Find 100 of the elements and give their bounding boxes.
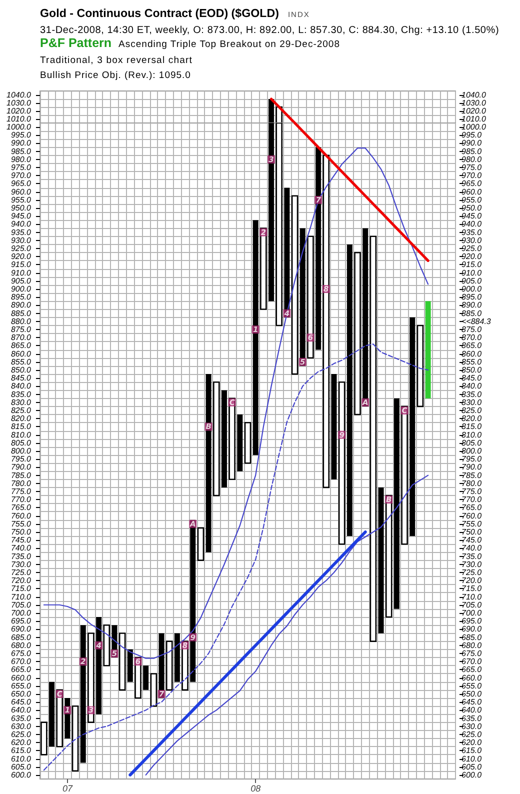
y-tick-label: 680.0	[10, 640, 32, 650]
y2-tick-label: 760.0	[462, 511, 482, 520]
y2-tick-label: 805.0	[462, 438, 482, 448]
y2-tick-label: 720.0	[462, 576, 482, 585]
y-tick-label: 915.0	[10, 260, 32, 270]
y-tick-label: 765.0	[10, 503, 32, 512]
y-tick-label: 645.0	[10, 697, 32, 706]
y-tick-label: 850.0	[10, 365, 32, 374]
y-tick-label: 995.0	[10, 130, 32, 140]
y-tick-label: 860.0	[10, 349, 32, 358]
y-tick-label: 730.0	[10, 560, 32, 569]
y-tick-label: 630.0	[10, 722, 32, 731]
y2-tick-label: 990.0	[462, 138, 482, 148]
x-tick-label: 07	[62, 783, 74, 794]
y2-tick-label: 970.0	[462, 171, 482, 180]
y2-tick-label: 850.0	[462, 365, 482, 374]
y2-tick-label: 890.0	[462, 300, 482, 310]
y2-tick-label: 855.0	[462, 357, 482, 366]
y-tick-label: 800.0	[10, 446, 32, 456]
y-tick-label: 1030.0	[6, 98, 32, 107]
y2-tick-label: 810.0	[462, 430, 482, 440]
y2-tick-label: 700.0	[462, 608, 482, 618]
y2-tick-label: 640.0	[462, 706, 482, 715]
y2-tick-label: 795.0	[462, 454, 482, 464]
y2-tick-label: 715.0	[462, 584, 482, 594]
y-tick-label: 960.0	[10, 187, 32, 196]
y-tick-label: 795.0	[10, 454, 32, 464]
y-tick-label: 1000.0	[6, 122, 32, 132]
y2-tick-label: 995.0	[462, 130, 482, 140]
y2-tick-label: 955.0	[462, 195, 482, 204]
y2-tick-label: 865.0	[462, 341, 482, 350]
y-tick-label: 785.0	[10, 470, 32, 480]
y-tick-label: 825.0	[10, 406, 32, 415]
y-tick-label: 1040.0	[6, 90, 32, 99]
y2-tick-label: 1040.0	[462, 90, 487, 99]
y2-tick-label: 985.0	[462, 146, 482, 156]
y-tick-label: 770.0	[10, 494, 32, 504]
y-tick-label: 910.0	[10, 268, 32, 278]
y2-tick-label: 930.0	[462, 236, 482, 245]
y2-tick-label: 830.0	[462, 398, 482, 407]
y2-tick-label: 735.0	[462, 552, 482, 561]
y-tick-label: 965.0	[10, 179, 32, 188]
y2-tick-label: 825.0	[462, 406, 482, 415]
y-tick-label: 1020.0	[6, 106, 32, 115]
y-tick-label: 935.0	[10, 228, 32, 237]
y-tick-label: 835.0	[10, 390, 32, 399]
y-tick-label: 705.0	[10, 600, 32, 610]
y2-tick-label: 895.0	[462, 292, 482, 302]
y2-tick-label: 800.0	[462, 446, 482, 456]
y2-tick-label: 730.0	[462, 560, 482, 569]
y-tick-label: 745.0	[10, 535, 32, 544]
y-tick-label: 780.0	[10, 478, 32, 488]
y-tick-label: 840.0	[10, 382, 32, 391]
y-tick-label: 755.0	[10, 519, 32, 528]
y2-tick-label: 940.0	[462, 220, 482, 229]
y2-tick-label: 975.0	[462, 162, 482, 172]
y-tick-label: 870.0	[10, 332, 32, 342]
y2-tick-label: 1030.0	[462, 98, 487, 107]
y-tick-label: 925.0	[10, 244, 32, 253]
y2-tick-label: 815.0	[462, 422, 482, 432]
y2-tick-label: 860.0	[462, 349, 482, 358]
y-tick-label: 900.0	[10, 284, 32, 294]
y-tick-label: 855.0	[10, 357, 32, 366]
y-tick-label: 750.0	[10, 527, 32, 536]
y2-tick-label: 910.0	[462, 268, 482, 278]
y-tick-label: 625.0	[10, 730, 32, 739]
y2-tick-label: 835.0	[462, 390, 482, 399]
y2-tick-label: 770.0	[462, 494, 482, 504]
y-tick-label: 945.0	[10, 212, 32, 221]
y2-tick-label: 665.0	[462, 665, 482, 674]
y-tick-label: 725.0	[10, 568, 32, 577]
y2-tick-label: 870.0	[462, 332, 482, 342]
y2-tick-label: 920.0	[462, 252, 482, 262]
y-tick-label: 710.0	[10, 592, 32, 602]
y-tick-label: 615.0	[10, 746, 32, 756]
y2-tick-label: 900.0	[462, 284, 482, 294]
y2-tick-label: 600.0	[462, 770, 482, 780]
y-tick-label: 865.0	[10, 341, 32, 350]
text: P&F Pattern	[40, 36, 112, 50]
y2-tick-label: 780.0	[462, 478, 482, 488]
y-tick-label: 665.0	[10, 665, 32, 674]
y-tick-label: 975.0	[10, 162, 32, 172]
y-tick-label: 930.0	[10, 236, 32, 245]
y2-tick-label: 695.0	[462, 616, 482, 626]
y-tick-label: 790.0	[10, 462, 32, 472]
y-tick-label: 685.0	[10, 632, 32, 642]
y2-tick-label: 675.0	[462, 648, 482, 658]
y2-tick-label: 965.0	[462, 179, 482, 188]
y2-tick-label: 1020.0	[462, 106, 487, 115]
y-tick-label: 735.0	[10, 552, 32, 561]
y-tick-label: 990.0	[10, 138, 32, 148]
y2-tick-label: <<884.3	[462, 316, 492, 326]
y-tick-label: 875.0	[10, 324, 32, 334]
y2-tick-label: 790.0	[462, 462, 482, 472]
y-tick-label: 720.0	[10, 576, 32, 585]
y2-tick-label: 745.0	[462, 535, 482, 544]
y2-tick-label: 1010.0	[462, 114, 487, 123]
y2-tick-label: 925.0	[462, 244, 482, 253]
y2-tick-label: 980.0	[462, 154, 482, 164]
chart-title: Gold - Continuous Contract (EOD) ($GOLD)	[40, 7, 279, 20]
